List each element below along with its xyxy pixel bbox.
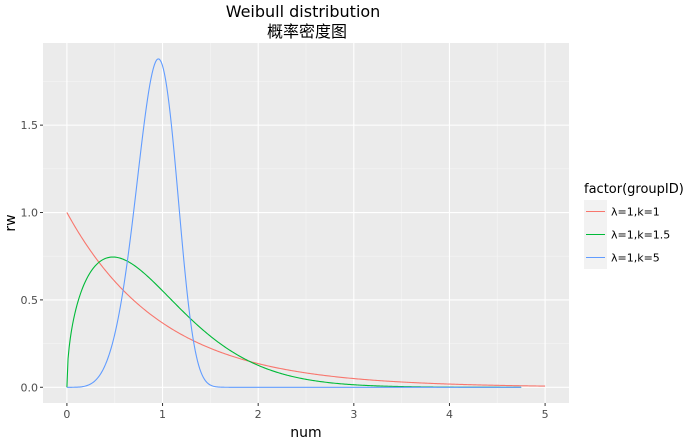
- series-line: [66, 212, 546, 387]
- x-tick-label: 2: [255, 408, 262, 421]
- grid-minor: [43, 43, 569, 403]
- legend-label: λ=1,k=1: [611, 206, 660, 219]
- x-tick-label: 4: [446, 408, 453, 421]
- x-tick-label: 0: [63, 408, 70, 421]
- legend-title: factor(groupID): [584, 182, 684, 197]
- y-tick-label: 0.0: [21, 381, 39, 394]
- legend-label: λ=1,k=1.5: [611, 229, 670, 242]
- series-layer: [66, 58, 546, 388]
- y-tick-label: 1.0: [21, 207, 39, 220]
- x-tick-label: 3: [350, 408, 357, 421]
- legend: factor(groupID) λ=1,k=1 λ=1,k=1.5 λ=1,k=5: [584, 182, 684, 269]
- y-axis: 0.0 0.5 1.0 1.5: [21, 119, 43, 394]
- x-tick-label: 5: [542, 408, 549, 421]
- legend-item: λ=1,k=1: [584, 200, 660, 223]
- legend-item: λ=1,k=1.5: [584, 223, 670, 246]
- x-axis: 0 1 2 3 4 5: [63, 403, 549, 421]
- grid-major: [43, 43, 569, 403]
- legend-label: λ=1,k=5: [611, 252, 660, 265]
- x-tick-label: 1: [159, 408, 166, 421]
- series-line: [66, 58, 522, 388]
- y-tick-label: 1.5: [21, 119, 39, 132]
- x-axis-title: num: [290, 425, 321, 441]
- y-axis-title: rw: [3, 214, 19, 231]
- y-tick-label: 0.5: [21, 294, 39, 307]
- legend-item: λ=1,k=5: [584, 246, 660, 269]
- chart-title: Weibull distribution: [226, 2, 381, 21]
- chart-subtitle: 概率密度图: [267, 22, 347, 41]
